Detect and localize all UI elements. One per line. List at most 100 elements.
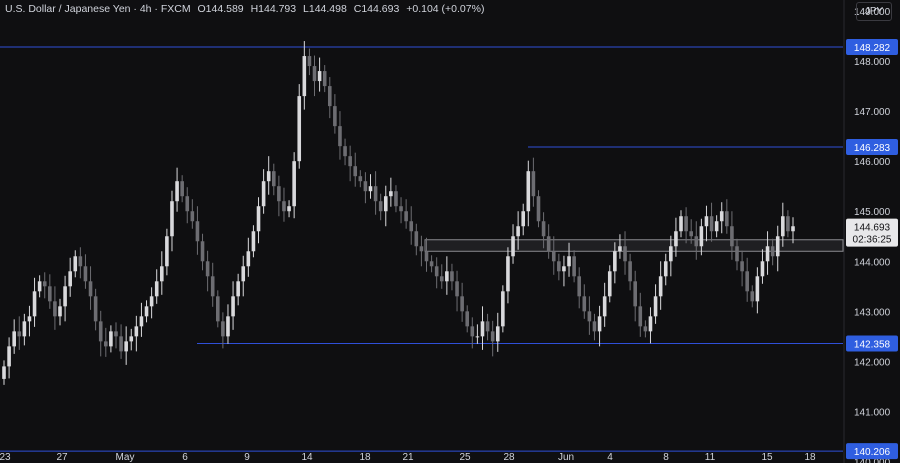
candle-body bbox=[88, 281, 93, 297]
candle-body bbox=[674, 231, 678, 247]
candle-body bbox=[297, 96, 302, 162]
candle-body bbox=[765, 246, 770, 262]
candle-body bbox=[231, 296, 235, 317]
candle-body bbox=[709, 216, 714, 232]
candle-body bbox=[394, 191, 398, 207]
candle-body bbox=[246, 251, 251, 267]
candle-body bbox=[450, 271, 454, 282]
candle-body bbox=[786, 216, 790, 232]
candle-body bbox=[663, 261, 668, 277]
candle-body bbox=[190, 211, 195, 222]
candle-body bbox=[490, 331, 495, 342]
x-tick-label: 14 bbox=[301, 452, 313, 463]
candle-body bbox=[465, 311, 470, 327]
candle-body bbox=[343, 146, 347, 157]
y-tick-label: 145.000 bbox=[854, 207, 891, 218]
x-tick-label: 25 bbox=[459, 452, 471, 463]
x-tick-label: 11 bbox=[705, 452, 716, 463]
candle-body bbox=[236, 281, 240, 297]
candle-body bbox=[353, 166, 358, 177]
candle-body bbox=[73, 256, 78, 272]
candle-body bbox=[684, 216, 688, 232]
candle-body bbox=[689, 231, 693, 237]
candle-body bbox=[434, 266, 439, 277]
candle-body bbox=[266, 171, 271, 182]
candle-body bbox=[58, 306, 62, 317]
candle-body bbox=[302, 56, 307, 97]
candle-body bbox=[638, 306, 643, 327]
candle-body bbox=[292, 161, 296, 207]
support-zone bbox=[424, 239, 844, 252]
candle-body bbox=[445, 271, 449, 282]
candle-body bbox=[618, 246, 622, 252]
candle-body bbox=[226, 316, 230, 337]
open-value: O144.589 bbox=[197, 3, 244, 15]
candle-body bbox=[119, 336, 123, 352]
candle-body bbox=[271, 171, 276, 187]
y-tick-label: 146.000 bbox=[854, 157, 891, 168]
candle-body bbox=[312, 66, 317, 82]
candle-body bbox=[541, 221, 546, 237]
candle-body bbox=[175, 181, 179, 202]
candle-body bbox=[648, 316, 653, 332]
candle-body bbox=[104, 341, 108, 347]
candle-body bbox=[358, 176, 363, 182]
candle-body bbox=[78, 256, 83, 267]
candle-body bbox=[98, 321, 103, 342]
candle-body bbox=[781, 216, 785, 237]
candle-body bbox=[755, 276, 760, 302]
x-tick-label: 21 bbox=[402, 452, 414, 463]
candle-body bbox=[68, 271, 72, 287]
candle-body bbox=[643, 326, 648, 332]
candle-body bbox=[109, 331, 113, 347]
candle-body bbox=[740, 261, 744, 272]
candle-body bbox=[694, 236, 699, 247]
candle-body bbox=[745, 271, 749, 292]
last-price-label: 144.693 bbox=[854, 223, 891, 234]
candle-body bbox=[526, 171, 531, 212]
price-labels: 148.282 146.283 142.358 140.206 144.69302:36… bbox=[846, 38, 898, 460]
candle-body bbox=[587, 311, 592, 322]
candle-body bbox=[602, 296, 607, 317]
x-tick-label: May bbox=[116, 452, 135, 463]
candle-body bbox=[679, 216, 683, 232]
candle-body bbox=[414, 231, 419, 247]
candle-body bbox=[241, 266, 246, 282]
candle-body bbox=[704, 216, 709, 227]
x-tick-label: 8 bbox=[663, 452, 669, 463]
candle-body bbox=[368, 186, 373, 192]
level-label-bg bbox=[846, 335, 898, 352]
candle-body bbox=[383, 196, 388, 212]
candle-body bbox=[170, 201, 174, 237]
candle-body bbox=[149, 296, 154, 307]
close-value: C144.693 bbox=[353, 3, 400, 15]
candle-body bbox=[139, 316, 144, 327]
x-tick-label: 28 bbox=[503, 452, 515, 463]
y-tick-label: 140.000 bbox=[854, 457, 891, 463]
candle-body bbox=[251, 231, 256, 252]
currency-button[interactable]: JPY bbox=[856, 2, 892, 21]
candle-body bbox=[536, 196, 541, 222]
level-label-bg bbox=[846, 139, 898, 156]
candle-body bbox=[750, 291, 755, 302]
candle-body bbox=[134, 326, 139, 337]
candle-body bbox=[628, 261, 632, 282]
candle-body bbox=[373, 186, 378, 202]
high-value: H144.793 bbox=[250, 3, 297, 15]
candle-body bbox=[256, 206, 261, 232]
candle-body bbox=[592, 321, 597, 332]
y-tick-label: 141.000 bbox=[854, 407, 891, 418]
candle-body bbox=[730, 226, 734, 247]
candle-body bbox=[551, 251, 556, 262]
candle-body bbox=[495, 326, 500, 342]
candle-body bbox=[333, 106, 337, 127]
level-label: 140.206 bbox=[854, 447, 891, 458]
candle-body bbox=[501, 291, 505, 327]
candle-body bbox=[775, 236, 780, 257]
y-tick-label: 144.000 bbox=[854, 257, 891, 268]
candle-body bbox=[129, 336, 134, 342]
candle-body bbox=[714, 221, 719, 232]
candle-body bbox=[531, 171, 536, 197]
candle-body bbox=[419, 246, 424, 252]
